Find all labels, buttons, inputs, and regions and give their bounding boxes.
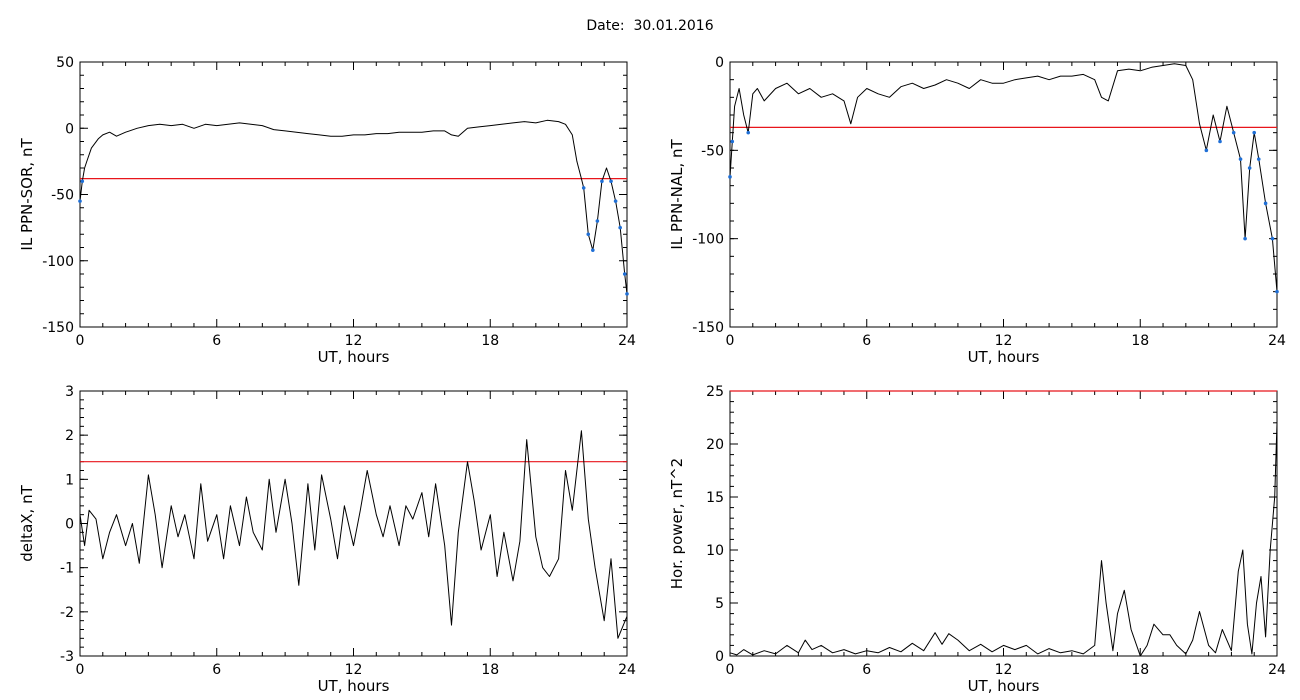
threshold-point — [1256, 157, 1261, 161]
threshold-point — [1243, 236, 1247, 241]
x-tick-label: 18 — [1131, 333, 1149, 349]
x-tick-label: 12 — [995, 333, 1013, 349]
x-tick-label: 24 — [618, 662, 636, 678]
x-tick-label: 18 — [481, 333, 499, 349]
threshold-point — [625, 292, 629, 296]
threshold-point — [730, 139, 735, 144]
x-axis-label: UT, hours — [968, 348, 1040, 366]
threshold-point — [1252, 130, 1257, 135]
series-line — [79, 430, 628, 639]
x-axis-label: UT, hours — [318, 677, 390, 695]
threshold-point — [622, 272, 627, 276]
y-tick-label: -100 — [42, 254, 74, 270]
threshold-point — [728, 175, 732, 179]
threshold-point — [1263, 201, 1268, 206]
y-tick-label: -2 — [60, 605, 74, 621]
threshold-point — [618, 225, 622, 230]
plot-frame — [729, 61, 1278, 328]
x-tick-label: 12 — [995, 662, 1013, 678]
plot-frame — [729, 390, 1278, 657]
threshold-point — [1218, 139, 1222, 144]
y-tick-label: -3 — [60, 649, 74, 665]
y-tick-label: 5 — [715, 596, 724, 612]
chart-power: 0 6 12 18 24 0 5 10 15 20 25 UT, hours Hor. power, n… — [668, 384, 1286, 695]
y-tick-label: 0 — [715, 649, 724, 665]
y-tick-label: 15 — [706, 490, 724, 506]
threshold-point — [600, 179, 604, 184]
y-tick-label: 10 — [706, 543, 724, 559]
x-tick-label: 12 — [345, 333, 363, 349]
y-tick-label: 50 — [56, 55, 74, 71]
threshold-point — [1204, 148, 1209, 153]
y-tick-label: -50 — [701, 143, 724, 159]
x-axis-label: UT, hours — [318, 348, 390, 366]
threshold-point — [1238, 157, 1243, 161]
x-tick-label: 0 — [726, 662, 735, 678]
threshold-point — [613, 199, 618, 203]
y-axis-label: IL PPN-NAL, nT — [668, 139, 686, 250]
series-line — [729, 63, 1278, 292]
threshold-point — [1247, 166, 1252, 170]
date-value: 30.01.2016 — [633, 18, 714, 34]
plot-frame — [79, 390, 628, 657]
threshold-point — [78, 199, 82, 203]
y-tick-label: -100 — [692, 232, 724, 248]
x-tick-label: 24 — [1268, 662, 1286, 678]
y-tick-label: 20 — [706, 437, 724, 453]
y-tick-label: -150 — [692, 320, 724, 336]
x-axis-label: UT, hours — [968, 677, 1040, 695]
chart-sor: 0 6 12 18 24 -150 -100 -50 0 50 UT, hours IL PPN-SO… — [18, 55, 636, 366]
threshold-point — [1231, 130, 1236, 135]
y-axis-label: IL PPN-SOR, nT — [18, 138, 36, 251]
y-tick-label: -50 — [51, 188, 74, 204]
threshold-point — [595, 219, 600, 223]
y-tick-label: 2 — [65, 428, 74, 444]
threshold-point — [586, 232, 591, 237]
x-tick-label: 0 — [76, 333, 85, 349]
x-tick-label: 24 — [1268, 333, 1286, 349]
y-tick-label: 0 — [65, 121, 74, 137]
x-tick-label: 6 — [212, 333, 221, 349]
y-tick-label: 0 — [65, 517, 74, 533]
threshold-point — [591, 248, 595, 252]
x-tick-label: 12 — [345, 662, 363, 678]
x-tick-label: 0 — [726, 333, 735, 349]
page-title: Date: 30.01.2016 — [0, 18, 1300, 34]
y-tick-label: 0 — [715, 55, 724, 71]
series-line — [79, 119, 628, 294]
threshold-point — [80, 179, 85, 184]
threshold-point — [746, 130, 751, 135]
y-tick-label: 25 — [706, 384, 724, 400]
x-tick-label: 0 — [76, 662, 85, 678]
y-tick-label: -150 — [42, 320, 74, 336]
y-tick-label: -1 — [60, 561, 74, 577]
date-label: Date: — [586, 18, 625, 34]
chart-nal: 0 6 12 18 24 -150 -100 -50 0 UT, hours IL PPN-NAL,… — [668, 55, 1286, 366]
plot-frame — [79, 61, 628, 328]
threshold-point — [1270, 236, 1275, 241]
x-tick-label: 6 — [862, 333, 871, 349]
x-tick-label: 24 — [618, 333, 636, 349]
x-tick-label: 18 — [1131, 662, 1149, 678]
x-tick-label: 6 — [212, 662, 221, 678]
series-line — [729, 422, 1278, 657]
y-tick-label: 3 — [65, 384, 74, 400]
threshold-point — [581, 186, 586, 190]
y-axis-label: Hor. power, nT^2 — [668, 458, 686, 589]
threshold-point — [1275, 289, 1279, 294]
x-tick-label: 6 — [862, 662, 871, 678]
y-axis-label: deltaX, nT — [18, 484, 36, 561]
y-tick-label: 1 — [65, 472, 74, 488]
threshold-point — [609, 179, 613, 184]
x-tick-label: 18 — [481, 662, 499, 678]
